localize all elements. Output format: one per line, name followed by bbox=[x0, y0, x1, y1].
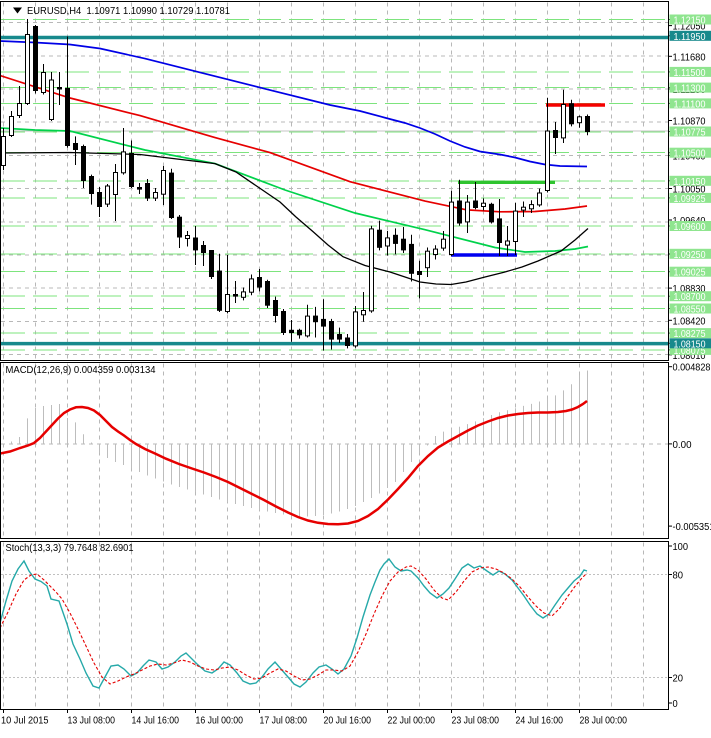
svg-text:1.09250: 1.09250 bbox=[674, 250, 706, 261]
svg-text:-0.005351: -0.005351 bbox=[673, 522, 711, 533]
svg-text:1.11500: 1.11500 bbox=[674, 68, 706, 79]
svg-text:EURUSD,H4 1.10971 1.10990 1.1: EURUSD,H4 1.10971 1.10990 1.10729 1.1078… bbox=[27, 6, 230, 17]
svg-text:1.08420: 1.08420 bbox=[673, 316, 706, 327]
svg-text:1.12150: 1.12150 bbox=[674, 16, 706, 27]
svg-text:23 Jul 08:00: 23 Jul 08:00 bbox=[452, 716, 500, 727]
svg-text:1.10150: 1.10150 bbox=[674, 177, 706, 188]
svg-text:14 Jul 16:00: 14 Jul 16:00 bbox=[132, 716, 180, 727]
svg-text:1.09025: 1.09025 bbox=[674, 268, 706, 279]
svg-text:100: 100 bbox=[673, 542, 689, 553]
svg-text:28 Jul 00:00: 28 Jul 00:00 bbox=[580, 716, 628, 727]
svg-text:1.09600: 1.09600 bbox=[674, 222, 706, 233]
svg-text:1.09925: 1.09925 bbox=[674, 194, 706, 205]
svg-text:0.00: 0.00 bbox=[673, 440, 692, 451]
svg-text:20 Jul 16:00: 20 Jul 16:00 bbox=[324, 716, 372, 727]
svg-text:MACD(12,26,9) 0.004359 0.00313: MACD(12,26,9) 0.004359 0.003134 bbox=[6, 365, 156, 376]
svg-text:10 Jul 2015: 10 Jul 2015 bbox=[1, 716, 49, 727]
svg-text:17 Jul 08:00: 17 Jul 08:00 bbox=[260, 716, 308, 727]
svg-text:20: 20 bbox=[673, 674, 684, 685]
svg-text:1.10870: 1.10870 bbox=[673, 117, 706, 128]
svg-text:24 Jul 16:00: 24 Jul 16:00 bbox=[516, 716, 564, 727]
svg-text:1.11300: 1.11300 bbox=[674, 84, 706, 95]
svg-text:1.08700: 1.08700 bbox=[674, 292, 706, 303]
svg-text:1.11680: 1.11680 bbox=[673, 52, 706, 63]
svg-text:13 Jul 08:00: 13 Jul 08:00 bbox=[68, 716, 116, 727]
svg-text:0: 0 bbox=[673, 699, 679, 710]
svg-text:1.11100: 1.11100 bbox=[674, 99, 706, 110]
svg-text:1.10775: 1.10775 bbox=[674, 128, 706, 139]
svg-text:Stoch(13,3,3) 79.7648 82.6901: Stoch(13,3,3) 79.7648 82.6901 bbox=[6, 543, 134, 554]
svg-text:0.004828: 0.004828 bbox=[673, 363, 711, 374]
svg-text:80: 80 bbox=[673, 571, 684, 582]
svg-text:1.11950: 1.11950 bbox=[674, 32, 706, 43]
svg-text:22 Jul 00:00: 22 Jul 00:00 bbox=[388, 716, 436, 727]
svg-text:16 Jul 00:00: 16 Jul 00:00 bbox=[196, 716, 244, 727]
svg-text:1.08150: 1.08150 bbox=[674, 339, 706, 350]
svg-text:1.10500: 1.10500 bbox=[674, 149, 706, 160]
svg-text:1.08550: 1.08550 bbox=[674, 305, 706, 316]
